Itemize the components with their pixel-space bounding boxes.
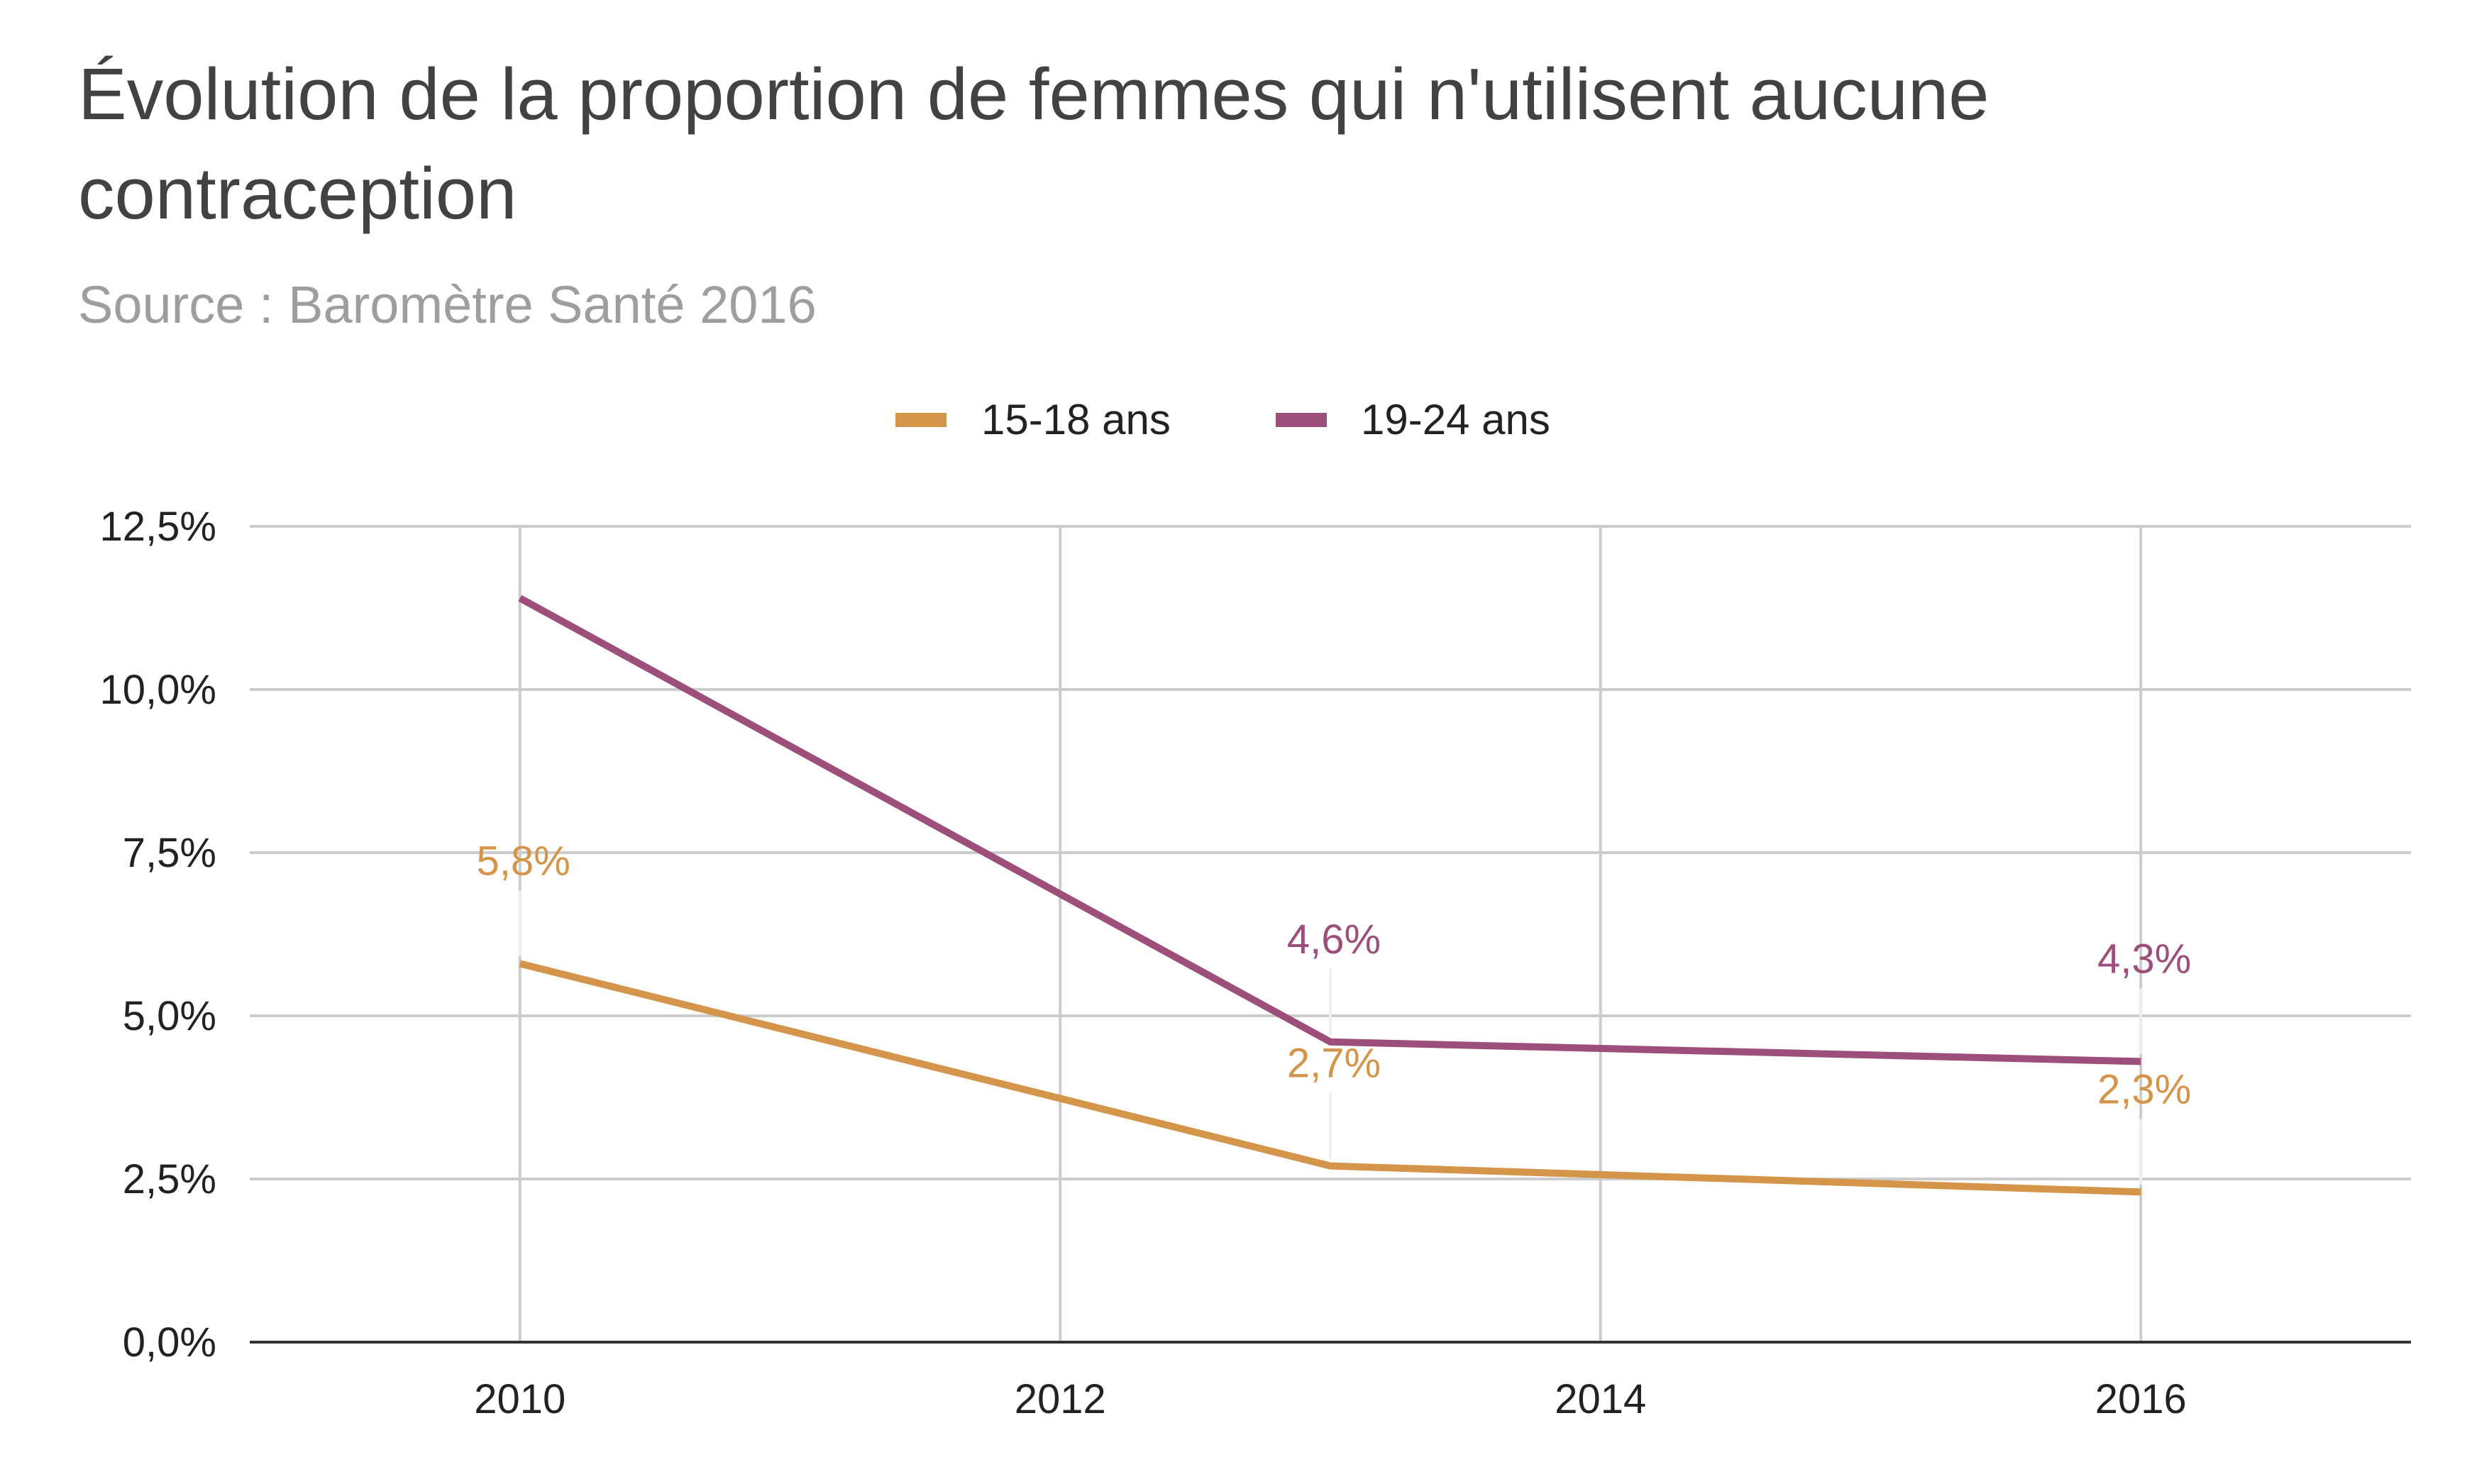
y-tick-label: 5,0%: [123, 993, 216, 1039]
x-tick-label: 2010: [474, 1376, 565, 1422]
x-tick-label: 2016: [2095, 1376, 2187, 1422]
x-tick-label: 2014: [1555, 1376, 1646, 1422]
y-tick-label: 10,0%: [100, 667, 216, 713]
y-tick-label: 12,5%: [100, 504, 216, 550]
legend-swatch-15-18: [895, 413, 947, 427]
series-lines: [518, 594, 2141, 1196]
legend-label-15-18: 15-18 ans: [981, 396, 1171, 443]
x-tick-label: 2012: [1015, 1376, 1106, 1422]
data-label: 5,8%: [477, 838, 570, 884]
legend-swatch-19-24: [1276, 413, 1327, 427]
y-tick-label: 0,0%: [123, 1319, 216, 1366]
y-tick-label: 7,5%: [123, 830, 216, 876]
chart-title-line-2: contraception: [78, 153, 517, 234]
y-axis: 0,0% 2,5% 5,0% 7,5% 10,0% 12,5%: [100, 504, 216, 1366]
data-label: 4,6%: [1287, 917, 1381, 963]
data-label: 2,3%: [2097, 1066, 2191, 1112]
chart-subtitle: Source : Baromètre Santé 2016: [78, 275, 817, 334]
data-label: 4,3%: [2097, 936, 2191, 982]
legend: 15-18 ans 19-24 ans: [895, 396, 1550, 443]
series-line-1: [518, 594, 2141, 1065]
chart-title-line-1: Évolution de la proportion de femmes qui…: [78, 53, 1989, 135]
series-line-0: [519, 960, 2141, 1196]
data-labels: 5,8% 2,7% 2,3% 4,6% 4,3%: [477, 838, 2191, 1185]
chart-title: Évolution de la proportion de femmes qui…: [78, 53, 1989, 234]
legend-label-19-24: 19-24 ans: [1361, 396, 1550, 443]
data-label: 2,7%: [1287, 1041, 1381, 1087]
y-tick-label: 2,5%: [123, 1156, 216, 1202]
x-axis: 2010 2012 2014 2016: [474, 1376, 2187, 1422]
